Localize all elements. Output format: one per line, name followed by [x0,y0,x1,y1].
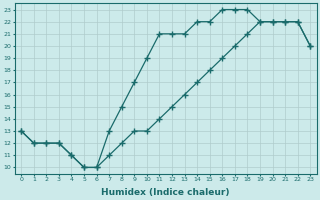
X-axis label: Humidex (Indice chaleur): Humidex (Indice chaleur) [101,188,230,197]
